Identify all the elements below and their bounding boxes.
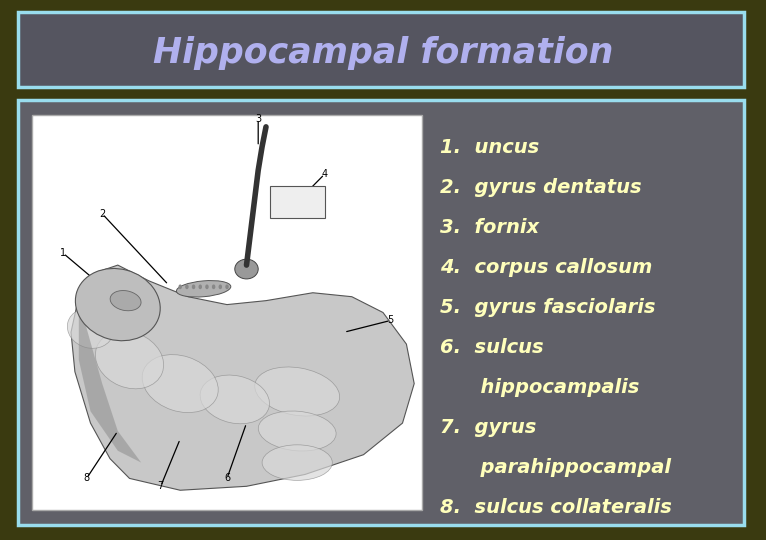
Ellipse shape [262,445,332,481]
Ellipse shape [212,285,215,289]
Ellipse shape [192,285,195,289]
Text: 8.  sulcus collateralis: 8. sulcus collateralis [440,498,672,517]
Text: 7: 7 [158,481,164,491]
Text: 1.  uncus: 1. uncus [440,138,539,157]
Text: 2.  gyrus dentatus: 2. gyrus dentatus [440,178,642,197]
Ellipse shape [200,375,270,424]
Ellipse shape [75,268,160,341]
Text: 8: 8 [83,474,90,483]
Polygon shape [79,293,141,463]
Polygon shape [71,265,414,490]
Ellipse shape [185,285,188,289]
Text: 1: 1 [61,248,67,258]
Text: 4: 4 [322,169,328,179]
Text: 3: 3 [255,114,261,124]
Text: 6.  sulcus: 6. sulcus [440,338,544,357]
FancyBboxPatch shape [270,186,325,218]
Ellipse shape [110,291,141,310]
Text: 5: 5 [388,315,394,326]
Ellipse shape [255,367,339,416]
Text: Hippocampal formation: Hippocampal formation [152,36,614,70]
Ellipse shape [142,355,218,413]
Text: parahippocampal: parahippocampal [440,458,671,477]
FancyBboxPatch shape [18,100,744,525]
Text: hippocampalis: hippocampalis [440,378,640,397]
Ellipse shape [67,308,113,348]
Text: 7.  gyrus: 7. gyrus [440,418,536,437]
Ellipse shape [96,331,164,389]
Ellipse shape [258,411,336,451]
Text: 2: 2 [99,209,106,219]
Text: 4.  corpus callosum: 4. corpus callosum [440,258,653,277]
Ellipse shape [198,285,202,289]
Ellipse shape [176,281,231,297]
FancyBboxPatch shape [18,12,744,87]
Text: 3.  fornix: 3. fornix [440,218,539,237]
Ellipse shape [178,285,182,289]
Ellipse shape [225,285,229,289]
Ellipse shape [218,285,222,289]
Text: 6: 6 [224,474,230,483]
Text: 5.  gyrus fasciolaris: 5. gyrus fasciolaris [440,298,656,317]
Ellipse shape [205,285,208,289]
FancyBboxPatch shape [32,115,422,510]
Ellipse shape [235,259,258,279]
